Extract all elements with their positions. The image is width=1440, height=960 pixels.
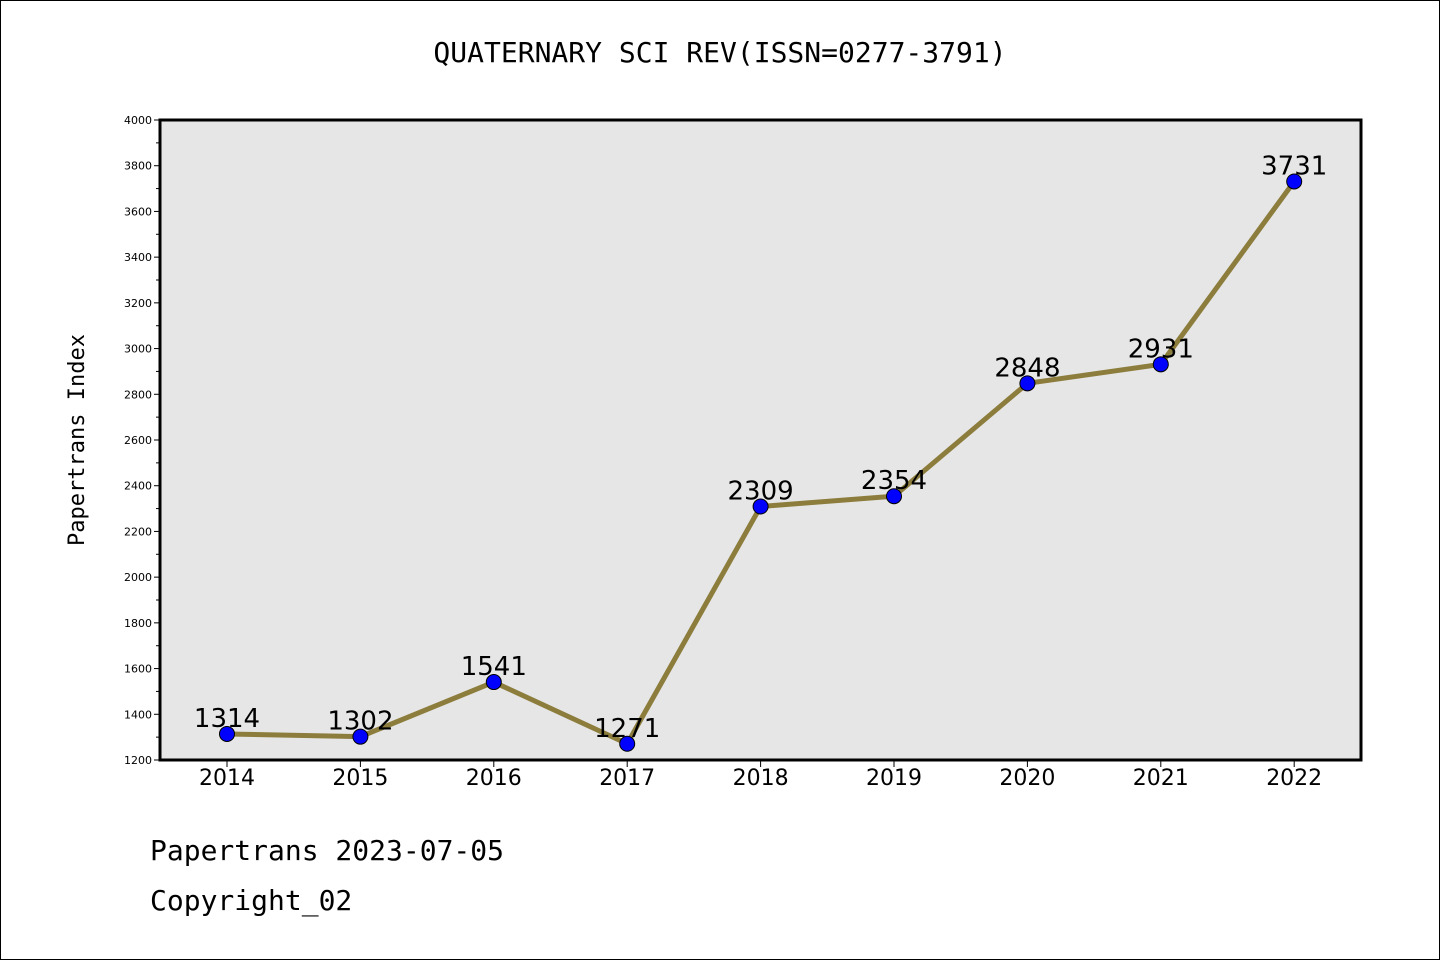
data-point: [219, 725, 235, 742]
data-label: 1314: [194, 704, 260, 734]
x-tick-label: 2016: [466, 766, 522, 791]
x-axis: 2014 2015 2016 2017 2018 2019 2020 2021 2022: [199, 760, 1322, 791]
y-tick-label: 1800: [124, 617, 152, 630]
data-point: [619, 735, 636, 752]
data-point: [1019, 375, 1036, 392]
data-point: [1152, 356, 1169, 373]
y-tick-label: 3800: [124, 160, 152, 173]
chart-title: QUATERNARY SCI REV(ISSN=0277-3791): [433, 36, 1007, 69]
x-tick-label: 2020: [999, 766, 1055, 791]
x-tick-label: 2015: [332, 766, 388, 791]
series-group: 1314 1302 1541 1271 2309 2354 2848 2931 3731: [194, 151, 1327, 752]
data-point: [752, 498, 769, 515]
footer-date: Papertrans 2023-07-05: [150, 834, 505, 867]
data-label: 3731: [1261, 151, 1327, 181]
y-tick-label: 3400: [124, 251, 152, 264]
x-tick-label: 2017: [599, 766, 655, 791]
data-point: [485, 674, 502, 691]
x-tick-label: 2022: [1266, 766, 1322, 791]
footer-copyright: Copyright_02: [150, 884, 353, 917]
x-tick-label: 2021: [1133, 766, 1189, 791]
y-tick-label: 2600: [124, 434, 152, 447]
data-label: 1541: [461, 652, 527, 682]
y-tick-label: 1200: [124, 754, 152, 767]
y-tick-label: 2400: [124, 480, 152, 493]
data-label: 2931: [1128, 334, 1194, 364]
x-tick-label: 2018: [733, 766, 789, 791]
y-axis: 1200 1400 1600 1800 2000 2200 2400 2600 2800 3000…: [124, 114, 160, 767]
data-point: [886, 488, 902, 505]
x-tick-label: 2014: [199, 766, 255, 791]
y-tick-label: 1600: [124, 663, 152, 676]
y-tick-label: 1400: [124, 708, 152, 721]
data-point: [352, 728, 369, 745]
y-tick-label: 2000: [124, 571, 152, 584]
plot-area: [160, 120, 1361, 760]
y-tick-label: 4000: [124, 114, 152, 127]
y-tick-label: 3200: [124, 297, 152, 310]
x-tick-label: 2019: [866, 766, 922, 791]
y-axis-label: Papertrans Index: [65, 334, 90, 546]
data-label: 2309: [728, 477, 794, 507]
y-tick-label: 2800: [124, 388, 152, 401]
data-label: 2848: [994, 353, 1060, 383]
data-point: [1286, 173, 1303, 190]
y-tick-label: 3600: [124, 205, 152, 218]
data-label: 1302: [327, 707, 393, 737]
y-tick-label: 2200: [124, 525, 152, 538]
data-label: 2354: [861, 466, 927, 496]
plot-border: [158, 118, 1363, 762]
data-label: 1271: [594, 714, 660, 744]
y-tick-label: 3000: [124, 343, 152, 356]
